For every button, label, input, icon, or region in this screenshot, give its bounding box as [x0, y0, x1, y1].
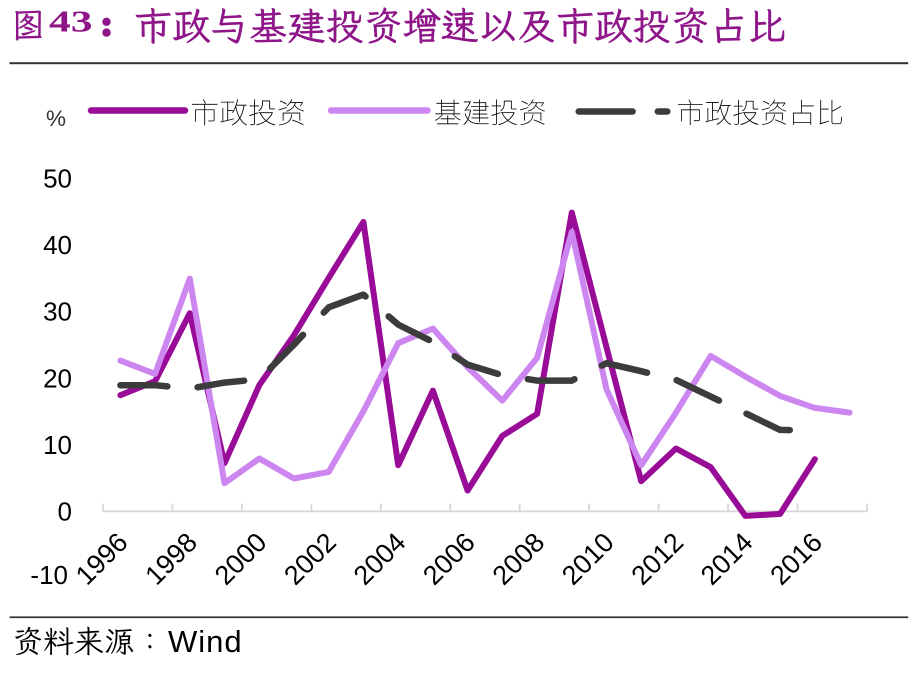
svg-text:2002: 2002 — [278, 527, 342, 591]
svg-text:40: 40 — [43, 230, 72, 260]
svg-text:0: 0 — [58, 497, 72, 527]
svg-text:2000: 2000 — [209, 527, 273, 591]
svg-text:2010: 2010 — [556, 527, 620, 591]
svg-text:30: 30 — [43, 297, 72, 327]
svg-text:2014: 2014 — [695, 527, 759, 591]
svg-text:2012: 2012 — [626, 527, 690, 591]
svg-text:2008: 2008 — [487, 527, 551, 591]
svg-text:1998: 1998 — [139, 527, 203, 591]
svg-text:43: 43 — [49, 4, 93, 39]
svg-text:2004: 2004 — [348, 527, 412, 591]
svg-text:1996: 1996 — [70, 527, 134, 591]
svg-text:20: 20 — [43, 363, 72, 393]
svg-text:2016: 2016 — [764, 527, 828, 591]
svg-text:-10: -10 — [30, 560, 68, 590]
svg-text:2006: 2006 — [417, 527, 481, 591]
svg-text:%: % — [46, 106, 66, 131]
svg-text:Wind: Wind — [168, 624, 243, 659]
svg-text:50: 50 — [43, 163, 72, 193]
svg-text:10: 10 — [43, 430, 72, 460]
